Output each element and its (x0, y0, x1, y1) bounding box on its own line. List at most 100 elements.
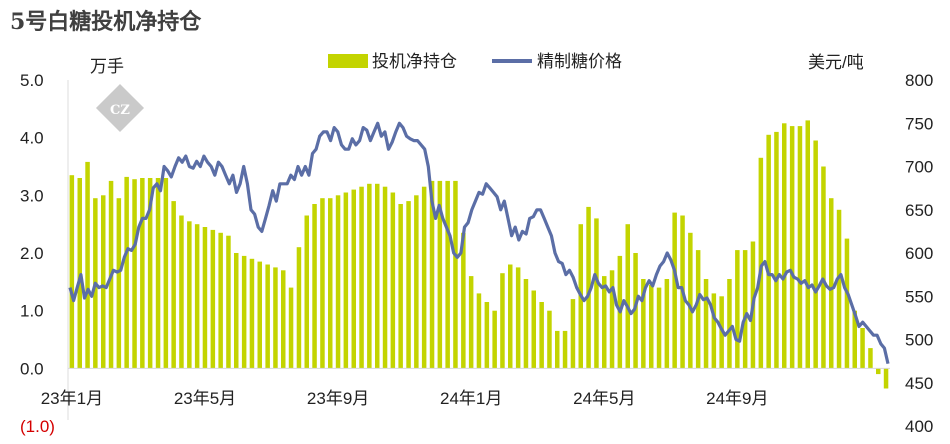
left-tick-label: 0.0 (20, 359, 44, 378)
net-position-bar (789, 126, 795, 369)
net-position-bar (398, 204, 403, 369)
net-position-bar (179, 215, 184, 369)
net-position-bar (437, 180, 443, 369)
net-position-bar (304, 215, 309, 369)
net-position-bar (860, 328, 865, 369)
net-position-bar (155, 178, 161, 369)
net-position-bar (273, 267, 278, 369)
x-tick-label: 23年9月 (307, 389, 369, 408)
legend-label-net-position: 投机净持仓 (372, 52, 457, 71)
net-position-bar (296, 247, 302, 369)
net-position-bar (829, 198, 834, 369)
net-position-bar (359, 186, 364, 369)
net-position-bar (132, 179, 137, 369)
net-position-bar (147, 178, 153, 369)
net-position-bar (844, 238, 850, 369)
net-position-bar (883, 368, 889, 389)
net-position-bar (476, 293, 482, 369)
net-position-bar (234, 253, 239, 369)
net-position-bar (414, 195, 419, 369)
legend: 投机净持仓 精制糖价格 (328, 52, 622, 71)
right-tick-label: 400 (905, 417, 933, 436)
left-tick-label: 5.0 (20, 71, 44, 90)
net-position-bar (758, 157, 764, 369)
net-position-bar (727, 279, 732, 369)
right-tick-label: 700 (905, 158, 933, 177)
net-position-bar (140, 178, 145, 369)
net-position-bar (625, 224, 630, 369)
net-position-bar (703, 279, 709, 369)
net-position-bar (547, 310, 552, 369)
net-position-bar (468, 276, 474, 369)
right-tick-label: 650 (905, 201, 933, 220)
net-position-bar (609, 270, 615, 369)
net-position-bar (562, 330, 568, 369)
net-position-bar (523, 279, 529, 369)
net-position-bar (281, 270, 286, 369)
net-position-bar (813, 140, 818, 369)
net-position-bar (570, 299, 576, 369)
net-position-bar (711, 293, 717, 369)
net-position-bar (782, 123, 787, 369)
net-position-bar (202, 227, 208, 369)
sugar-price-series (68, 121, 890, 365)
net-position-bar (688, 232, 693, 369)
left-tick-label: 1.0 (20, 302, 44, 321)
net-position-bar (406, 201, 411, 369)
net-position-bar (868, 348, 873, 369)
net-position-bar (265, 264, 270, 369)
net-position-bar (116, 198, 122, 369)
net-position-bar (351, 189, 356, 369)
net-position-bar (876, 368, 881, 375)
net-position-bar (664, 279, 670, 369)
net-position-bar (539, 302, 544, 369)
x-tick-label: 23年5月 (174, 389, 236, 408)
net-position-bar (210, 229, 216, 369)
net-position-bar (555, 330, 560, 369)
left-tick-label: 4.0 (20, 129, 44, 148)
right-tick-label: 600 (905, 244, 933, 263)
net-position-bar (312, 204, 317, 369)
net-position-bar (453, 180, 458, 369)
left-tick-label: 3.0 (20, 186, 44, 205)
net-position-bar (257, 261, 262, 369)
net-position-bar (805, 120, 810, 369)
net-position-bar (320, 198, 325, 369)
net-position-bar (774, 131, 779, 369)
net-position-bar (633, 253, 638, 369)
right-tick-label: 450 (905, 374, 933, 393)
net-position-bar (484, 302, 490, 369)
net-position-bar (77, 178, 82, 369)
net-position-bar (390, 192, 396, 369)
left-axis-unit: 万手 (90, 57, 124, 76)
net-position-bar (766, 134, 771, 369)
net-position-bar (641, 279, 646, 369)
net-position-bar (649, 284, 654, 369)
net-position-bar (852, 310, 857, 369)
net-position-bar (492, 310, 497, 369)
legend-label-sugar-price: 精制糖价格 (537, 52, 622, 71)
net-position-bar (241, 255, 247, 369)
x-tick-label: 24年9月 (706, 389, 768, 408)
net-position-bar (735, 250, 740, 369)
net-position-bar (508, 264, 513, 369)
right-tick-label: 500 (905, 331, 933, 350)
net-position-bar (429, 180, 435, 369)
net-position-bar (531, 290, 536, 369)
chart-title: 5号白糖投机净持仓 (10, 9, 202, 35)
right-tick-label: 750 (905, 114, 933, 133)
net-position-bar (101, 195, 106, 369)
net-position-bar (187, 221, 192, 369)
x-tick-label: 24年1月 (440, 389, 502, 408)
net-position-bar (85, 161, 90, 369)
x-axis-ticks: 23年1月 23年5月 23年9月 24年1月 24年5月 24年9月 (41, 389, 769, 408)
net-position-bar (343, 192, 349, 369)
watermark-text: CZ (110, 103, 130, 118)
net-position-bar (586, 206, 591, 369)
net-position-bar (500, 273, 505, 369)
net-position-bar (695, 250, 701, 369)
net-position-bar (288, 287, 294, 369)
right-tick-label: 800 (905, 71, 933, 90)
net-position-bar (226, 235, 231, 369)
